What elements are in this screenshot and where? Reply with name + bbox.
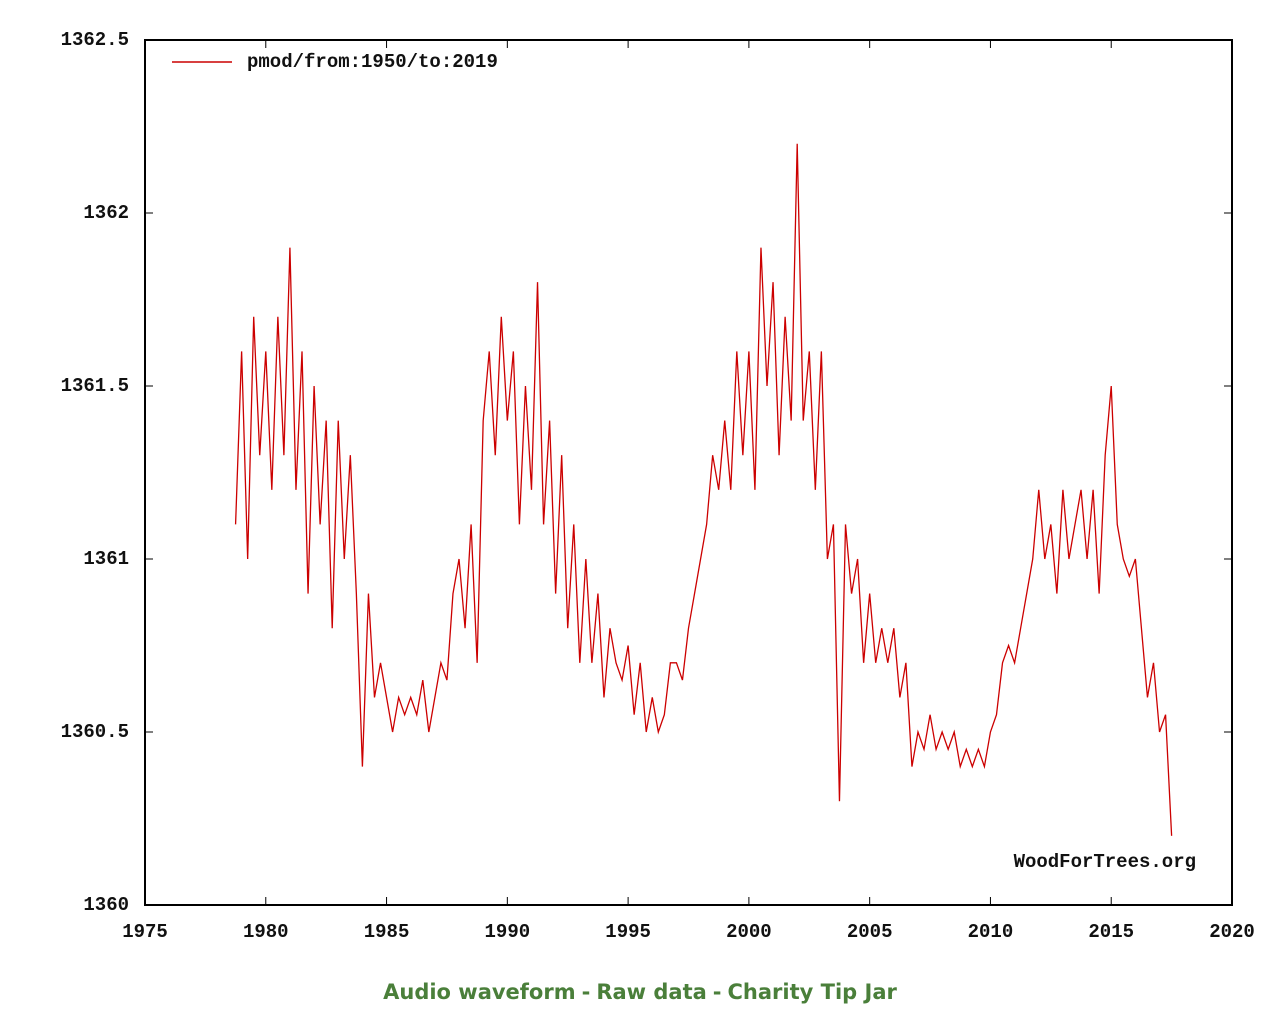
x-tick-label: 2000 — [726, 921, 772, 943]
plot-frame — [144, 39, 1233, 906]
data-line — [234, 143, 1173, 836]
footer-separator: - — [712, 980, 722, 1004]
x-tick-label: 1995 — [605, 921, 651, 943]
footer-link[interactable]: Raw data — [596, 980, 707, 1004]
footer-separator: - — [581, 980, 591, 1004]
legend-label: pmod/from:1950/to:2019 — [247, 51, 498, 73]
watermark: WoodForTrees.org — [1014, 851, 1196, 873]
y-tick-label: 1360.5 — [61, 721, 129, 743]
x-tick-label: 1985 — [364, 921, 410, 943]
y-tick-label: 1361.5 — [61, 375, 129, 397]
x-tick-label: 2005 — [847, 921, 893, 943]
x-tick-label: 1980 — [243, 921, 289, 943]
y-tick-label: 1361 — [83, 548, 129, 570]
x-tick-label: 2015 — [1088, 921, 1134, 943]
y-tick-label: 1362 — [83, 202, 129, 224]
footer-link[interactable]: Audio waveform — [383, 980, 576, 1004]
x-tick-label: 2020 — [1209, 921, 1255, 943]
x-tick-label: 1990 — [485, 921, 531, 943]
y-tick-label: 1360 — [83, 894, 129, 916]
x-tick-label: 2010 — [968, 921, 1014, 943]
footer: Audio waveform - Raw data - Charity Tip Jar — [0, 980, 1280, 1004]
footer-link[interactable]: Charity Tip Jar — [727, 980, 897, 1004]
chart: 1360 1360.5 1361 1361.5 1362 1362.5 1975 1980 19… — [61, 29, 1255, 943]
y-tick-label: 1362.5 — [61, 29, 129, 51]
x-tick-label: 1975 — [122, 921, 168, 943]
